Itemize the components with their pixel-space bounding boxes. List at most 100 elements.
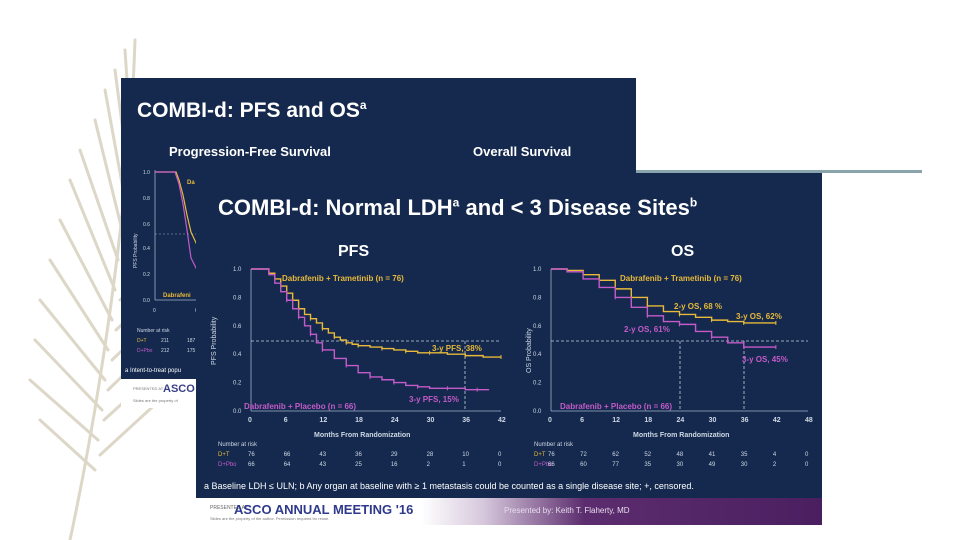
os-risk-value: 30 [741, 462, 748, 468]
os-risk-value: 72 [580, 452, 587, 458]
pfs-x-tick: 30 [427, 417, 435, 424]
back-slides-note: Slides are the property of [133, 398, 178, 403]
pfs-x-tick: 6 [284, 417, 288, 424]
os-y-tick: 0.4 [533, 352, 542, 358]
pfs-risk-value: 36 [355, 452, 362, 458]
os-risk-value: 35 [741, 452, 748, 458]
front-slide-title: COMBI-d: Normal LDHa and < 3 Disease Sit… [218, 195, 698, 220]
back-os-header: Overall Survival [473, 144, 572, 159]
os-x-tick: 0 [548, 417, 552, 424]
pfs-label-dt: Dabrafenib + Trametinib (n = 76) [282, 274, 404, 283]
os-series-dt-line [551, 268, 776, 324]
pfs-x-tick: 18 [355, 417, 363, 424]
os-y-tick: 1.0 [533, 267, 542, 273]
os-label-placebo: Dabrafenib + Placebo (n = 66) [560, 402, 672, 411]
front-footnote: a Baseline LDH ≤ ULN; b Any organ at bas… [204, 481, 694, 491]
os-annot-placebo-3y: 3-y OS, 45% [742, 355, 788, 364]
os-series-placebo-line [551, 268, 776, 348]
os-y-label: OS Probability [526, 328, 533, 373]
pfs-heading: PFS [338, 243, 370, 260]
back-asco-logo: ASCO [163, 383, 195, 395]
pfs-risk-value: 2 [427, 462, 431, 468]
back-footnote: a Intent-to-treat popu [125, 368, 181, 374]
os-risk-value: 41 [709, 452, 716, 458]
os-risk-value: 52 [644, 452, 651, 458]
pfs-x-tick: 0 [248, 417, 252, 424]
divider-line [636, 170, 922, 173]
os-risk-value: 35 [644, 462, 651, 468]
os-risk-value: 48 [677, 452, 684, 458]
pfs-y-tick: 0.8 [233, 295, 242, 301]
survival-charts: PFS Probability Months From Randomizatio… [211, 267, 813, 468]
pfs-risk-label: D+Pbo [218, 462, 237, 468]
back-y-tick: 1.0 [143, 170, 150, 176]
os-x-label: Months From Randomization [633, 432, 729, 439]
pfs-y-tick: 0.0 [233, 409, 242, 415]
os-risk-label: D+Pbo [534, 462, 553, 468]
os-risk-value: 30 [677, 462, 684, 468]
back-risk-value: 212 [161, 348, 170, 354]
os-risk-value: 2 [773, 462, 777, 468]
pfs-y-tick: 0.6 [233, 324, 242, 330]
os-risk-value: 0 [805, 452, 809, 458]
os-y-tick: 0.8 [533, 295, 542, 301]
os-x-tick: 48 [805, 417, 813, 424]
pfs-risk-value: 43 [319, 452, 326, 458]
os-x-tick: 42 [773, 417, 781, 424]
pfs-x-tick: 36 [462, 417, 470, 424]
back-pfs-header: Progression-Free Survival [169, 144, 331, 159]
os-risk-value: 0 [805, 462, 809, 468]
pfs-annot-placebo: 3-y PFS, 15% [409, 395, 459, 404]
os-risk-label: D+T [534, 452, 546, 458]
os-x-tick: 36 [741, 417, 749, 424]
pfs-risk-value: 29 [391, 452, 398, 458]
os-y-tick: 0.6 [533, 324, 542, 330]
pfs-risk-label: D+T [218, 452, 230, 458]
back-risk-value: 175 [187, 348, 196, 354]
back-risk-label: D+T [137, 338, 147, 344]
os-heading: OS [671, 243, 695, 260]
pfs-annot-dt: 3-y PFS, 38% [432, 344, 482, 353]
os-annot-dt-2y: 2-y OS, 68 % [674, 302, 722, 311]
pfs-risk-value: 1 [462, 462, 466, 468]
back-y-tick: 0.0 [143, 298, 150, 304]
asco-logo-text: ASCO ANNUAL MEETING '16 [234, 502, 414, 517]
back-risk-value: 211 [161, 338, 169, 344]
back-risk-label: D+Pbo [137, 348, 153, 354]
back-risk-title: Number at risk [137, 328, 170, 334]
os-annot-dt-3y: 3-y OS, 62% [736, 312, 782, 321]
back-y-tick: 0.4 [143, 246, 150, 252]
os-risk-value: 60 [580, 462, 587, 468]
pfs-risk-value: 76 [248, 452, 255, 458]
pfs-series-dt-line [251, 268, 501, 358]
os-y-tick: 0.2 [533, 381, 542, 387]
back-x-tick: 0 [153, 308, 156, 314]
pfs-risk-value: 0 [498, 452, 502, 458]
pfs-x-tick: 24 [391, 417, 399, 424]
os-x-tick: 18 [644, 417, 652, 424]
os-annot-placebo-2y: 2-y OS, 61% [624, 325, 670, 334]
back-curve-label-top: Da [187, 180, 195, 186]
pfs-risk-title: Number at risk [218, 442, 258, 448]
pfs-y-tick: 0.4 [233, 352, 242, 358]
pfs-x-tick: 42 [498, 417, 506, 424]
os-x-tick: 30 [709, 417, 717, 424]
pfs-x-label: Months From Randomization [314, 432, 410, 439]
os-risk-value: 77 [612, 462, 619, 468]
pfs-risk-value: 64 [284, 462, 291, 468]
back-risk-value: 187 [187, 338, 196, 344]
back-slide-title: COMBI-d: PFS and OSa [137, 98, 367, 122]
os-risk-value: 4 [773, 452, 777, 458]
pfs-y-label: PFS Probability [211, 316, 218, 365]
pfs-risk-value: 66 [248, 462, 255, 468]
presenter: Presented by: Keith T. Flaherty, MD [504, 506, 630, 515]
pfs-x-tick: 12 [319, 417, 327, 424]
front-slide: COMBI-d: Normal LDHa and < 3 Disease Sit… [196, 173, 822, 525]
os-x-tick: 24 [677, 417, 685, 424]
back-y-tick: 0.2 [143, 272, 150, 278]
os-y-tick: 0.0 [533, 409, 542, 415]
back-pfs-chart: 1.0 0.8 0.6 0.4 0.2 0.0 PFS Probability … [125, 170, 201, 374]
back-slide-footer: PRESENTED AT ASCO Slides are the propert… [121, 379, 201, 408]
pfs-risk-value: 66 [284, 452, 291, 458]
os-risk-value: 62 [612, 452, 619, 458]
